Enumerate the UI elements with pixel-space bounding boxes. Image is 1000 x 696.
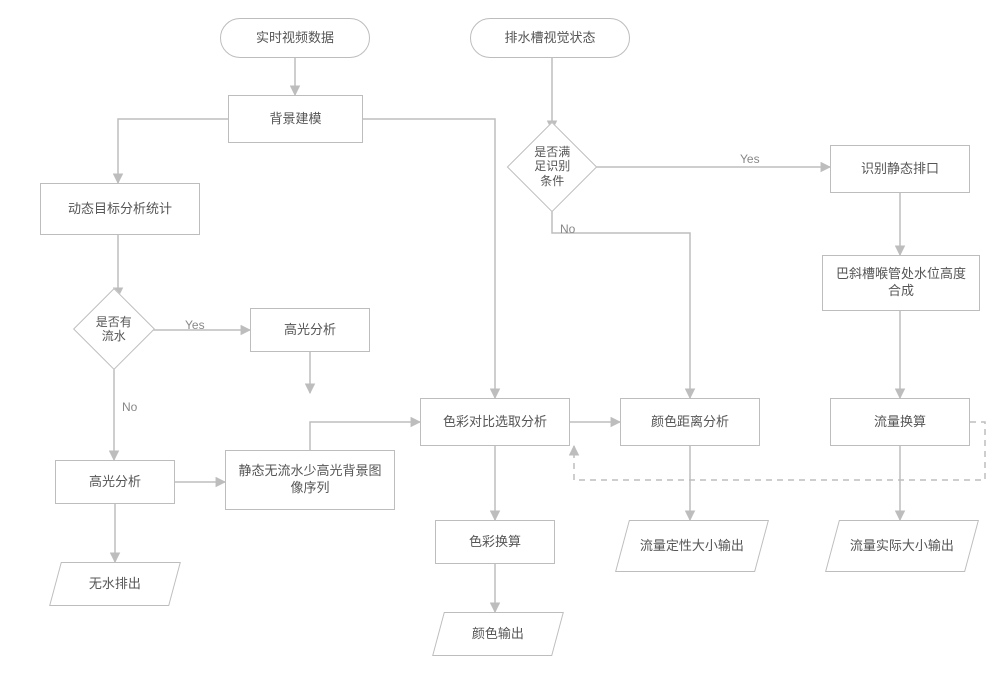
node-label: 是否满足识别条件: [529, 145, 575, 188]
node-n_flowreal: 流量实际大小输出: [825, 520, 979, 572]
node-n_colorconv: 色彩换算: [435, 520, 555, 564]
edge-label-4: No: [122, 400, 137, 414]
node-n_colorout: 颜色输出: [432, 612, 564, 656]
node-n_cond: 是否满足识别条件: [507, 122, 598, 213]
node-n_hilite_y: 高光分析: [250, 308, 370, 352]
node-n_realtime: 实时视频数据: [220, 18, 370, 58]
node-label: 流量实际大小输出: [850, 538, 954, 555]
edge-label-10: Yes: [740, 152, 760, 166]
node-n_colordist: 颜色距离分析: [620, 398, 760, 446]
node-label: 流量定性大小输出: [640, 538, 744, 555]
node-n_flowqual: 流量定性大小输出: [615, 520, 769, 572]
edge-7: [310, 422, 420, 450]
node-n_nowater: 无水排出: [49, 562, 181, 606]
node-label: 颜色输出: [472, 626, 524, 643]
node-n_flow: 是否有流水: [73, 288, 155, 370]
node-n_dynstats: 动态目标分析统计: [40, 183, 200, 235]
node-n_hilite_n: 高光分析: [55, 460, 175, 504]
node-n_flowconv: 流量换算: [830, 398, 970, 446]
node-n_drainstate: 排水槽视觉状态: [470, 18, 630, 58]
node-n_bgmodel: 背景建模: [228, 95, 363, 143]
edge-label-11: No: [560, 222, 575, 236]
edge-1: [118, 119, 228, 183]
edge-19: [363, 119, 495, 398]
edge-label-3: Yes: [185, 318, 205, 332]
flowchart-canvas: 实时视频数据 排水槽视觉状态背景建模动态目标分析统计 是否满足识别条件 识别静态排口是…: [0, 0, 1000, 696]
node-n_staticport: 识别静态排口: [830, 145, 970, 193]
node-n_colorsel: 色彩对比选取分析: [420, 398, 570, 446]
node-n_baxie: 巴斜槽喉管处水位高度合成: [822, 255, 980, 311]
node-label: 是否有流水: [94, 315, 134, 344]
node-label: 无水排出: [89, 576, 141, 593]
node-n_staticseq: 静态无流水少高光背景图像序列: [225, 450, 395, 510]
